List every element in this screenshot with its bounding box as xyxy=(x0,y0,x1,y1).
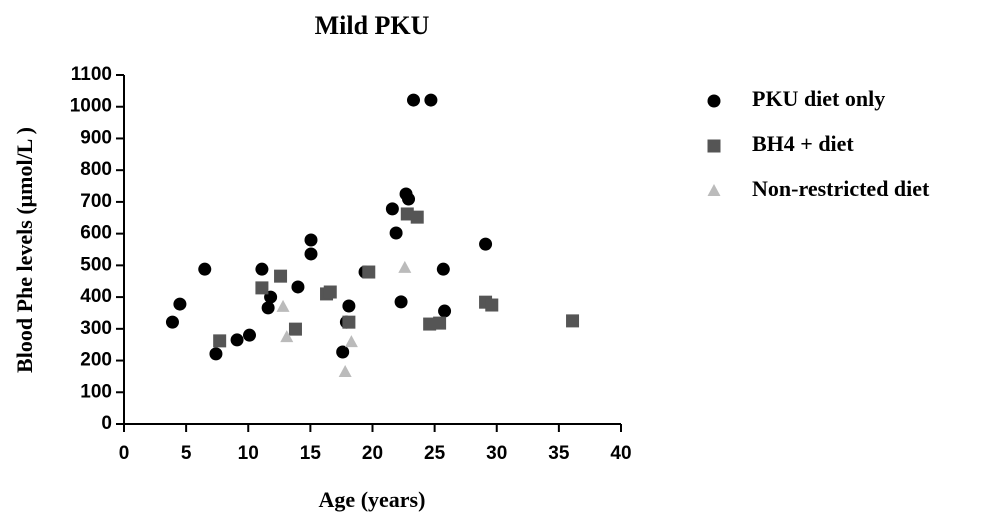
point xyxy=(255,262,269,276)
point xyxy=(424,93,438,107)
point xyxy=(261,301,275,315)
point xyxy=(436,262,450,276)
point xyxy=(304,233,318,247)
legend-label: Non-restricted diet xyxy=(752,176,930,201)
x-axis-label: Age (years) xyxy=(319,487,426,512)
x-tick-label: 25 xyxy=(424,443,446,464)
point xyxy=(255,281,269,295)
legend-label: BH4 + diet xyxy=(752,131,854,156)
point xyxy=(566,314,580,328)
point xyxy=(323,285,337,299)
y-tick-label: 800 xyxy=(80,159,112,180)
y-tick-label: 1100 xyxy=(71,64,112,85)
point xyxy=(209,347,223,361)
y-axis-label: Blood Phe levels (μmol/L ) xyxy=(12,127,37,373)
point xyxy=(280,330,294,343)
y-tick-label: 100 xyxy=(80,381,112,402)
point xyxy=(338,364,352,377)
x-tick-label: 40 xyxy=(610,443,631,464)
point xyxy=(362,265,376,279)
y-tick-label: 700 xyxy=(80,191,112,212)
point xyxy=(423,317,437,331)
x-tick-label: 10 xyxy=(238,443,259,464)
point xyxy=(400,207,414,221)
point xyxy=(165,315,179,329)
point xyxy=(385,202,399,216)
x-tick-label: 5 xyxy=(181,443,192,464)
point xyxy=(410,210,424,224)
point xyxy=(304,247,318,261)
legend-label: PKU diet only xyxy=(752,86,885,111)
point xyxy=(230,333,244,347)
y-tick-label: 400 xyxy=(80,286,112,307)
point xyxy=(398,260,412,273)
y-tick-label: 200 xyxy=(80,350,112,371)
point xyxy=(389,226,403,240)
point xyxy=(402,192,416,206)
x-tick-label: 15 xyxy=(300,443,322,464)
point xyxy=(438,304,452,318)
legend-marker xyxy=(707,139,721,153)
x-tick-label: 30 xyxy=(486,443,507,464)
x-tick-label: 35 xyxy=(548,443,570,464)
y-tick-label: 900 xyxy=(80,127,112,148)
y-tick-label: 500 xyxy=(80,254,112,275)
point xyxy=(198,262,212,276)
y-tick-label: 600 xyxy=(80,223,112,244)
point xyxy=(342,315,356,329)
point xyxy=(342,299,356,313)
point xyxy=(433,316,447,330)
point xyxy=(291,280,305,294)
y-tick-label: 300 xyxy=(80,318,112,339)
legend-marker xyxy=(707,94,721,108)
chart-title: Mild PKU xyxy=(315,11,430,40)
point xyxy=(394,295,408,309)
point xyxy=(336,345,350,359)
point xyxy=(213,334,227,348)
point xyxy=(485,298,499,312)
legend-marker xyxy=(707,184,721,196)
point xyxy=(242,328,256,342)
x-tick-label: 0 xyxy=(119,443,130,464)
point xyxy=(288,322,302,336)
y-tick-label: 1000 xyxy=(70,96,112,117)
point xyxy=(344,335,358,348)
point xyxy=(276,299,290,312)
x-tick-label: 20 xyxy=(362,443,383,464)
point xyxy=(173,297,187,311)
point xyxy=(274,269,288,283)
point xyxy=(479,237,493,251)
y-tick-label: 0 xyxy=(101,413,112,434)
point xyxy=(407,93,421,107)
